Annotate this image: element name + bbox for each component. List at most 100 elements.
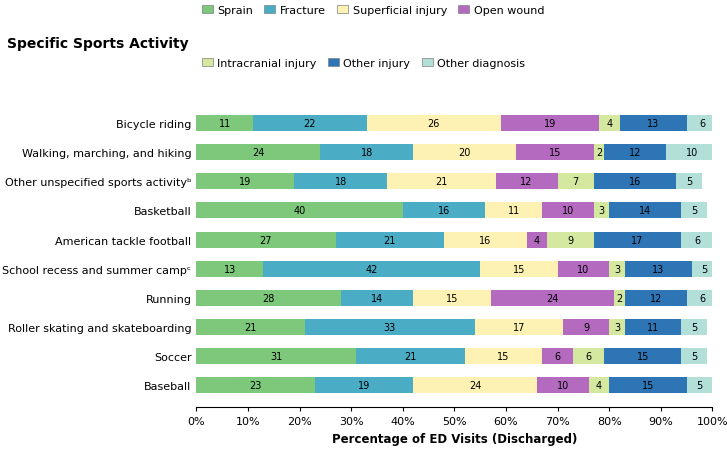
Text: 9: 9 [568,235,574,245]
Bar [547,232,594,248]
Text: Specific Sports Activity: Specific Sports Activity [7,37,189,51]
Bar [594,145,604,161]
Text: 21: 21 [384,235,396,245]
Bar [196,377,315,394]
Text: 18: 18 [334,177,347,187]
Text: 42: 42 [366,264,378,274]
Text: 22: 22 [304,119,316,129]
Bar [594,232,681,248]
Text: 19: 19 [239,177,252,187]
Text: 31: 31 [270,351,282,362]
Bar [563,319,609,335]
X-axis label: Percentage of ED Visits (Discharged): Percentage of ED Visits (Discharged) [332,432,577,445]
Bar [599,116,619,132]
Text: 3: 3 [614,322,620,332]
Bar [516,145,594,161]
Text: 16: 16 [438,206,450,216]
Bar [263,261,481,277]
Bar [589,377,609,394]
Text: 24: 24 [469,381,481,390]
Text: 5: 5 [702,264,708,274]
Bar [315,377,413,394]
Bar [537,377,589,394]
Text: 3: 3 [614,264,620,274]
Bar [558,174,594,190]
Bar [305,319,475,335]
Text: 5: 5 [691,206,697,216]
Legend: Intracranial injury, Other injury, Other diagnosis: Intracranial injury, Other injury, Other… [202,59,525,69]
Bar [294,174,387,190]
Bar [687,116,718,132]
Text: 5: 5 [691,322,697,332]
Bar [366,116,501,132]
Bar [196,145,320,161]
Text: 40: 40 [294,206,305,216]
Text: 20: 20 [459,148,471,158]
Text: 11: 11 [647,322,659,332]
Bar [594,174,676,190]
Bar [475,319,563,335]
Text: 15: 15 [497,351,510,362]
Text: 21: 21 [404,351,417,362]
Text: 24: 24 [546,293,558,303]
Text: 16: 16 [629,177,641,187]
Text: 28: 28 [262,293,275,303]
Bar [413,377,537,394]
Bar [501,116,599,132]
Bar [196,232,336,248]
Text: 11: 11 [507,206,520,216]
Bar [619,116,687,132]
Bar [681,319,707,335]
Text: 11: 11 [219,119,230,129]
Bar [542,349,573,364]
Bar [403,203,486,219]
Bar [609,377,687,394]
Bar [496,174,558,190]
Bar [387,174,496,190]
Bar [614,290,624,307]
Bar [356,349,465,364]
Bar [196,116,253,132]
Bar [526,232,547,248]
Text: 5: 5 [686,177,692,187]
Bar [444,232,526,248]
Text: 16: 16 [479,235,491,245]
Text: 13: 13 [647,119,659,129]
Text: 14: 14 [639,206,651,216]
Bar [196,319,305,335]
Text: 10: 10 [577,264,590,274]
Text: 15: 15 [446,293,458,303]
Text: 33: 33 [384,322,396,332]
Text: 6: 6 [699,293,705,303]
Text: 12: 12 [521,177,533,187]
Bar [681,203,707,219]
Legend: Sprain, Fracture, Superficial injury, Open wound: Sprain, Fracture, Superficial injury, Op… [202,6,544,16]
Bar [196,203,403,219]
Text: 18: 18 [361,148,373,158]
Bar [413,290,491,307]
Text: 17: 17 [513,322,525,332]
Text: 26: 26 [427,119,440,129]
Text: 12: 12 [649,293,662,303]
Bar [320,145,413,161]
Bar [196,174,294,190]
Text: 24: 24 [252,148,265,158]
Text: 4: 4 [534,235,540,245]
Bar [687,290,718,307]
Bar [491,290,614,307]
Bar [336,232,444,248]
Text: 6: 6 [555,351,561,362]
Text: 6: 6 [694,235,700,245]
Text: 21: 21 [435,177,448,187]
Text: 23: 23 [249,381,262,390]
Text: 4: 4 [606,119,612,129]
Text: 13: 13 [652,264,664,274]
Text: 15: 15 [549,148,561,158]
Bar [253,116,366,132]
Bar [609,203,681,219]
Bar [681,232,712,248]
Text: 5: 5 [696,381,703,390]
Text: 19: 19 [544,119,556,129]
Bar [558,261,609,277]
Text: 10: 10 [557,381,569,390]
